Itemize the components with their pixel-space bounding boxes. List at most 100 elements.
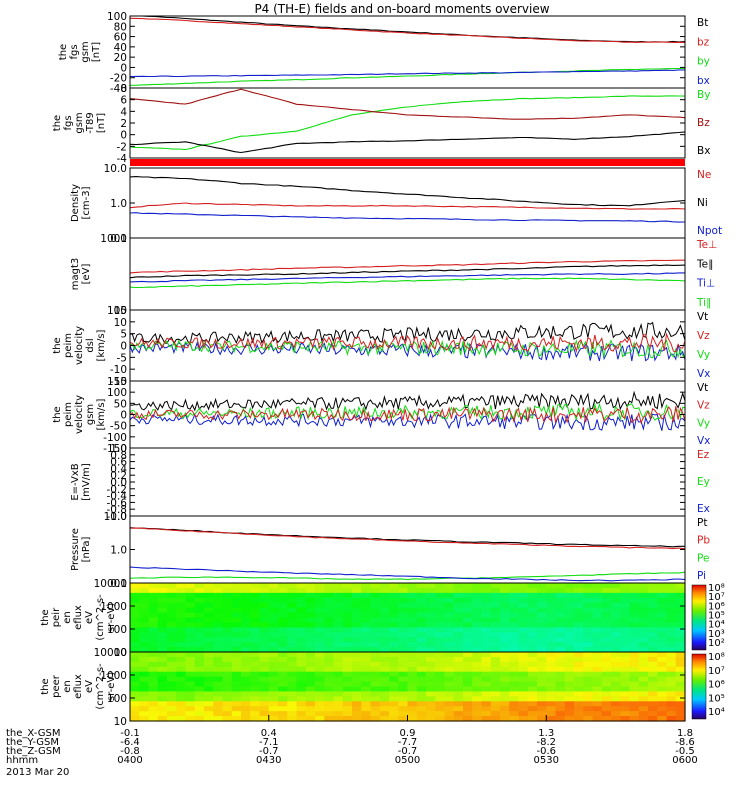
- heatmap-cell: [490, 691, 501, 697]
- heatmap-cell: [629, 587, 640, 594]
- heatmap-cell: [352, 716, 362, 722]
- heatmap-cell: [463, 587, 473, 594]
- heatmap-cell: [638, 661, 649, 668]
- heatmap-cell: [379, 602, 390, 609]
- heatmap-cell: [268, 696, 279, 702]
- heatmap-cell: [194, 583, 205, 589]
- heatmap-cell: [592, 637, 603, 643]
- heatmap-cell: [389, 652, 399, 658]
- heatmap-cell: [222, 656, 233, 663]
- heatmap-cell: [638, 676, 649, 683]
- heatmap-cell: [463, 671, 473, 678]
- heatmap-cell: [194, 642, 205, 648]
- heatmap-cell: [463, 627, 473, 633]
- heatmap-cell: [139, 602, 150, 609]
- heatmap-cell: [296, 597, 307, 604]
- heatmap-cell: [176, 632, 187, 638]
- heatmap-cell: [675, 691, 686, 697]
- heatmap-cell: [250, 627, 261, 633]
- heatmap-cell: [157, 661, 168, 668]
- heatmap-cell: [231, 652, 242, 658]
- heatmap-cell: [518, 607, 529, 614]
- heatmap-cell: [379, 632, 390, 638]
- heatmap-cell: [333, 681, 344, 688]
- colorbar-tick-label: 10⁸: [708, 583, 725, 594]
- heatmap-cell: [342, 627, 353, 633]
- ephem-label: hhmm: [6, 755, 38, 766]
- heatmap-cell: [352, 587, 362, 594]
- heatmap-cell: [546, 627, 557, 633]
- heatmap-cell: [472, 632, 483, 638]
- heatmap-cell: [666, 696, 677, 702]
- heatmap-cell: [453, 661, 464, 668]
- heatmap-cell: [407, 681, 418, 688]
- series-line: [129, 88, 686, 120]
- heatmap-cell: [352, 661, 362, 668]
- heatmap-cell: [601, 647, 612, 653]
- heatmap-cell: [574, 661, 584, 668]
- heatmap-cell: [620, 661, 631, 668]
- heatmap-cell: [472, 617, 483, 624]
- heatmap-cell: [416, 716, 427, 722]
- heatmap-cell: [416, 656, 427, 663]
- y-tick-label: -150: [103, 443, 127, 455]
- heatmap-cell: [361, 602, 372, 609]
- heatmap-cell: [620, 587, 631, 594]
- y-axis-label: thepeimvelocitygsm[km/s]: [52, 395, 107, 434]
- series-line: [129, 176, 686, 207]
- legend-label: Pe: [697, 552, 709, 564]
- heatmap-cell: [490, 671, 501, 678]
- heatmap-cell: [139, 671, 150, 678]
- series-line: [129, 321, 686, 346]
- heatmap-cell: [435, 676, 446, 683]
- heatmap-cell: [620, 711, 631, 717]
- heatmap-cell: [324, 647, 335, 653]
- heatmap-cell: [472, 656, 483, 663]
- heatmap-cell: [675, 587, 686, 594]
- heatmap-cell: [564, 597, 575, 604]
- heatmap-cell: [287, 681, 298, 688]
- heatmap-cell: [620, 656, 631, 663]
- heatmap-cell: [500, 711, 510, 717]
- heatmap-cell: [250, 716, 261, 722]
- heatmap-cell: [315, 607, 325, 614]
- heatmap-cell: [398, 627, 409, 633]
- y-axis-label-line: en: [62, 611, 73, 624]
- heatmap-cell: [638, 701, 649, 707]
- colorbar-tick-label: 10⁶: [708, 680, 725, 691]
- heatmap-cell: [324, 602, 335, 609]
- heatmap-cell: [444, 716, 455, 722]
- heatmap-cell: [167, 681, 177, 688]
- heatmap-cell: [213, 676, 224, 683]
- heatmap-cell: [435, 587, 446, 594]
- heatmap-cell: [167, 656, 177, 663]
- heatmap-cell: [463, 592, 473, 599]
- heatmap-cell: [148, 587, 159, 594]
- heatmap-cell: [490, 627, 501, 633]
- legend-label: Ti⊥: [696, 278, 715, 290]
- heatmap-cell: [546, 711, 557, 717]
- heatmap-cell: [629, 652, 640, 658]
- heatmap-cell: [666, 681, 677, 688]
- heatmap-cell: [518, 691, 529, 697]
- legend-label: Vt: [697, 311, 708, 323]
- heatmap-cell: [389, 612, 399, 619]
- heatmap-cell: [481, 706, 492, 712]
- heatmap-cell: [333, 716, 344, 722]
- legend-label: Npot: [697, 225, 722, 237]
- heatmap-cell: [268, 637, 279, 643]
- heatmap-cell: [574, 612, 584, 619]
- heatmap-cell: [222, 622, 233, 628]
- series-line: [129, 259, 685, 274]
- heatmap-cell: [611, 617, 621, 624]
- heatmap-cell: [241, 647, 251, 653]
- heatmap-cell: [657, 716, 668, 722]
- heatmap-cell: [231, 681, 242, 688]
- heatmap-cell: [472, 622, 483, 628]
- legend-label: Ti∥: [696, 297, 711, 309]
- heatmap-cell: [361, 612, 372, 619]
- heatmap-cell: [259, 627, 270, 633]
- heatmap-cell: [555, 716, 566, 722]
- heatmap-cell: [666, 592, 677, 599]
- y-tick-label: 10: [114, 317, 127, 329]
